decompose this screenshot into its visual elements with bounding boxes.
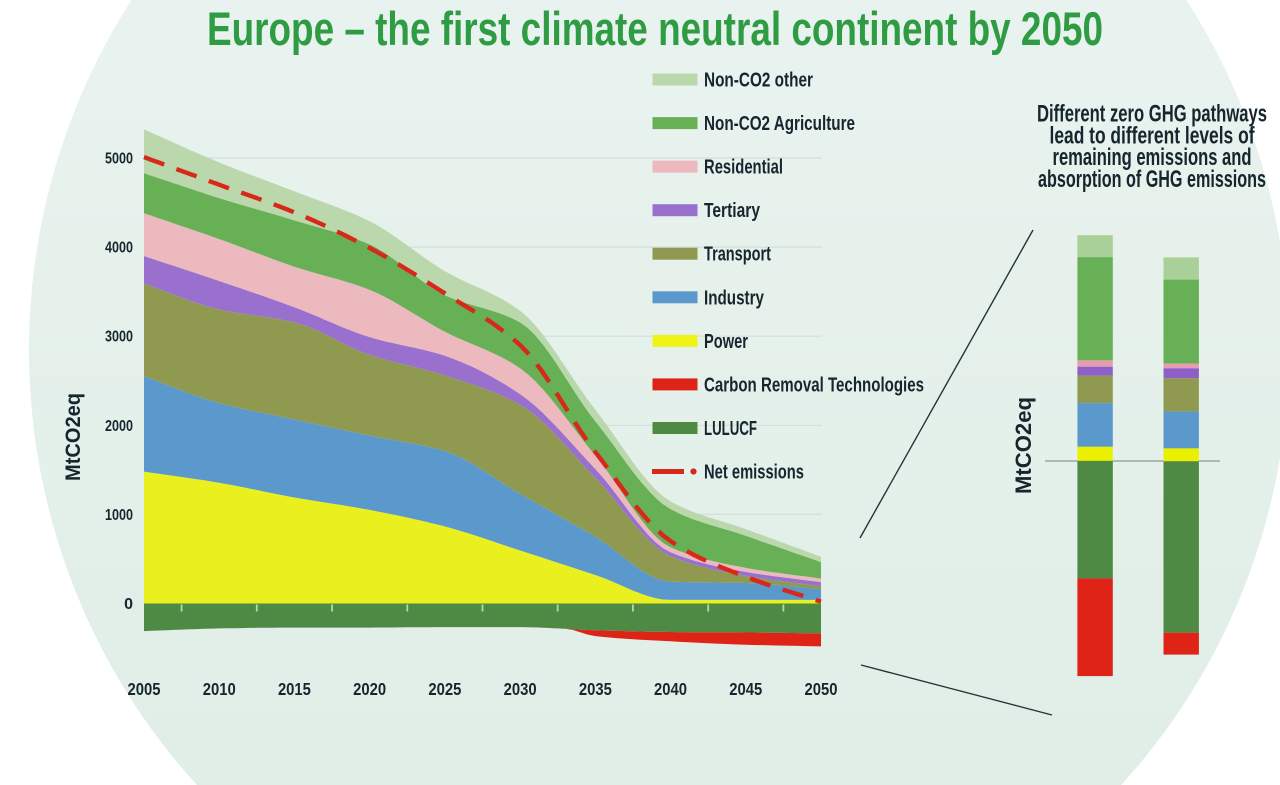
svg-text:Non-CO2 Agriculture: Non-CO2 Agriculture xyxy=(704,113,855,135)
svg-text:Transport: Transport xyxy=(704,244,771,266)
svg-text:Tertiary: Tertiary xyxy=(704,200,761,222)
svg-text:remaining emissions and: remaining emissions and xyxy=(1053,144,1252,171)
svg-text:1000: 1000 xyxy=(105,507,133,524)
svg-text:Residential: Residential xyxy=(704,157,783,179)
svg-text:absorption of GHG emissions: absorption of GHG emissions xyxy=(1038,166,1266,193)
svg-text:5000: 5000 xyxy=(105,151,133,168)
svg-text:3000: 3000 xyxy=(105,329,133,346)
svg-text:2010: 2010 xyxy=(203,679,236,699)
svg-text:2005: 2005 xyxy=(128,679,161,699)
svg-text:LULUCF: LULUCF xyxy=(704,418,757,440)
svg-text:Power: Power xyxy=(704,331,748,353)
svg-text:2050: 2050 xyxy=(805,679,838,699)
svg-text:MtCO2eq: MtCO2eq xyxy=(62,393,85,481)
svg-text:2025: 2025 xyxy=(428,679,461,699)
svg-text:MtCO2eq: MtCO2eq xyxy=(1011,397,1036,494)
svg-text:Non-CO2 other: Non-CO2 other xyxy=(704,70,813,92)
svg-text:Net emissions: Net emissions xyxy=(704,462,804,484)
svg-text:Carbon Removal Technologies: Carbon Removal Technologies xyxy=(704,374,924,396)
svg-text:2020: 2020 xyxy=(353,679,386,699)
svg-text:Industry: Industry xyxy=(704,287,765,309)
svg-text:4000: 4000 xyxy=(105,240,133,257)
svg-text:Different zero GHG pathways: Different zero GHG pathways xyxy=(1037,100,1267,127)
svg-text:2045: 2045 xyxy=(729,679,762,699)
svg-text:2040: 2040 xyxy=(654,679,687,699)
svg-text:0: 0 xyxy=(124,596,133,613)
svg-text:lead to different levels of: lead to different levels of xyxy=(1050,122,1256,149)
svg-text:2035: 2035 xyxy=(579,679,612,699)
svg-text:Europe – the first climate neu: Europe – the first climate neutral conti… xyxy=(207,2,1103,55)
svg-text:2015: 2015 xyxy=(278,679,311,699)
svg-text:2000: 2000 xyxy=(105,418,133,435)
svg-text:2030: 2030 xyxy=(504,679,537,699)
